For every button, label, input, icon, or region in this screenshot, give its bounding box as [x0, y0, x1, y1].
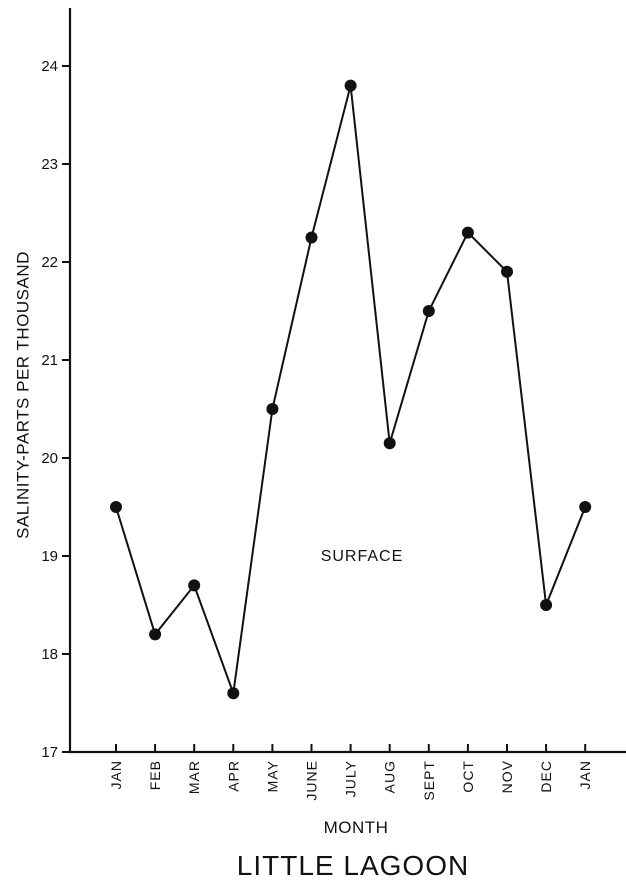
data-point [266, 403, 279, 415]
x-tick-label: AUG [382, 760, 398, 793]
data-point [540, 599, 553, 611]
x-tick-label: JULY [343, 760, 359, 797]
data-point [501, 265, 513, 278]
x-tick-label: JAN [108, 760, 124, 789]
chart-axes [68, 8, 626, 754]
data-point [110, 501, 122, 513]
y-tick-label: 20 [41, 450, 58, 467]
y-tick-label: 19 [41, 548, 58, 565]
chart-title: LITTLE LAGOON [237, 850, 469, 881]
x-tick-label: OCT [460, 760, 476, 793]
x-tick-label: JAN [577, 760, 593, 789]
y-tick-label: 21 [41, 352, 58, 369]
y-tick-label: 24 [41, 58, 58, 75]
y-axis-ticks: 17 18 19 20 21 22 23 24 [41, 58, 70, 761]
series-surface [110, 79, 592, 700]
x-axis-title: MONTH [324, 818, 389, 837]
data-point [579, 501, 592, 513]
y-tick-label: 18 [41, 646, 58, 663]
x-tick-label: SEPT [421, 760, 437, 801]
data-point [422, 305, 435, 317]
data-point [344, 79, 357, 92]
data-point [383, 437, 396, 450]
series-line [115, 85, 587, 694]
data-point [188, 579, 201, 592]
x-tick-label: DEC [538, 760, 554, 793]
x-tick-label: JUNE [304, 760, 320, 801]
x-tick-label: NOV [499, 760, 515, 793]
x-tick-label: MAR [186, 760, 202, 794]
data-point [149, 628, 162, 641]
y-axis-title: SALINITY-PARTS PER THOUSAND [13, 251, 32, 539]
data-point [461, 226, 474, 239]
x-tick-label: MAY [264, 760, 280, 792]
data-point [227, 687, 240, 700]
x-tick-label: FEB [147, 760, 163, 790]
x-tick-label: APR [225, 760, 241, 792]
y-tick-label: 17 [41, 744, 58, 761]
y-tick-label: 23 [41, 156, 58, 173]
data-point [305, 231, 318, 244]
surface-annotation: SURFACE [321, 548, 404, 565]
x-axis-ticks: JAN FEB MAR APR MAY JUNE JULY AUG SEPT OCT NOV DEC J… [108, 744, 593, 801]
y-tick-label: 22 [41, 254, 58, 271]
